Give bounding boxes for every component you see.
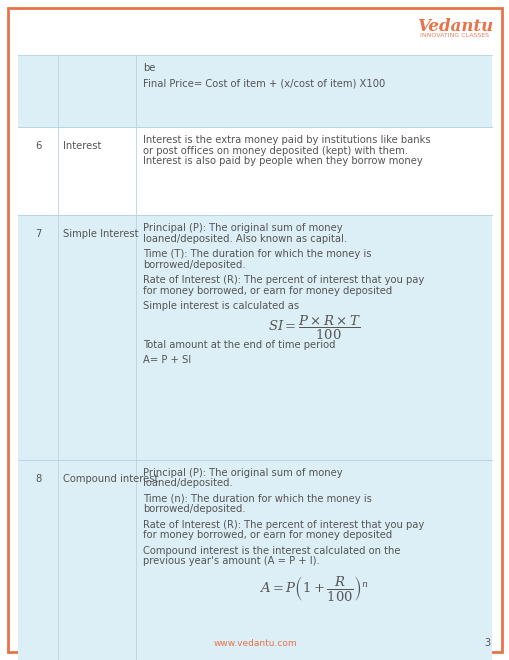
Text: Total amount at the end of time period: Total amount at the end of time period xyxy=(143,339,335,350)
Text: loaned/deposited.: loaned/deposited. xyxy=(143,478,233,488)
Text: Compound interest: Compound interest xyxy=(63,474,158,484)
Text: 7: 7 xyxy=(35,229,41,239)
Bar xyxy=(18,215,491,460)
Text: $A = P\left(1 + \dfrac{R}{100}\right)^{n}$: $A = P\left(1 + \dfrac{R}{100}\right)^{n… xyxy=(259,574,369,603)
Text: loaned/deposited. Also known as capital.: loaned/deposited. Also known as capital. xyxy=(143,234,347,244)
Text: $SI = \dfrac{P \times R \times T}{100}$: $SI = \dfrac{P \times R \times T}{100}$ xyxy=(267,314,360,342)
Text: for money borrowed, or earn for money deposited: for money borrowed, or earn for money de… xyxy=(143,286,392,296)
Text: Final Price= Cost of item + (x/cost of item) X100: Final Price= Cost of item + (x/cost of i… xyxy=(143,79,385,88)
Text: borrowed/deposited.: borrowed/deposited. xyxy=(143,504,246,515)
Text: or post offices on money deposited (kept) with them.: or post offices on money deposited (kept… xyxy=(143,145,408,156)
Text: Interest: Interest xyxy=(63,141,101,151)
Text: Time (n): The duration for which the money is: Time (n): The duration for which the mon… xyxy=(143,494,372,504)
Text: be: be xyxy=(143,63,156,73)
Bar xyxy=(18,460,491,660)
Text: Vedantu: Vedantu xyxy=(416,18,492,35)
Text: Simple Interest: Simple Interest xyxy=(63,229,138,239)
Text: A= P + SI: A= P + SI xyxy=(143,355,191,365)
Text: for money borrowed, or earn for money deposited: for money borrowed, or earn for money de… xyxy=(143,531,392,541)
Text: Interest is the extra money paid by institutions like banks: Interest is the extra money paid by inst… xyxy=(143,135,430,145)
Text: previous year's amount (A = P + I).: previous year's amount (A = P + I). xyxy=(143,556,320,566)
Text: Simple interest is calculated as: Simple interest is calculated as xyxy=(143,301,299,311)
Text: 3: 3 xyxy=(483,638,489,648)
Text: Time (T): The duration for which the money is: Time (T): The duration for which the mon… xyxy=(143,249,371,259)
Text: Interest is also paid by people when they borrow money: Interest is also paid by people when the… xyxy=(143,156,422,166)
Text: Principal (P): The original sum of money: Principal (P): The original sum of money xyxy=(143,223,343,233)
Text: 8: 8 xyxy=(35,474,41,484)
Text: INNOVATING CLASSES: INNOVATING CLASSES xyxy=(420,33,489,38)
Text: borrowed/deposited.: borrowed/deposited. xyxy=(143,259,246,269)
Text: Rate of Interest (R): The percent of interest that you pay: Rate of Interest (R): The percent of int… xyxy=(143,275,424,285)
Bar xyxy=(18,127,491,215)
Text: www.vedantu.com: www.vedantu.com xyxy=(213,639,296,648)
Text: 6: 6 xyxy=(35,141,41,151)
Bar xyxy=(18,55,491,127)
Text: Rate of Interest (R): The percent of interest that you pay: Rate of Interest (R): The percent of int… xyxy=(143,520,424,530)
Text: Principal (P): The original sum of money: Principal (P): The original sum of money xyxy=(143,468,343,478)
Text: Compound interest is the interest calculated on the: Compound interest is the interest calcul… xyxy=(143,546,400,556)
